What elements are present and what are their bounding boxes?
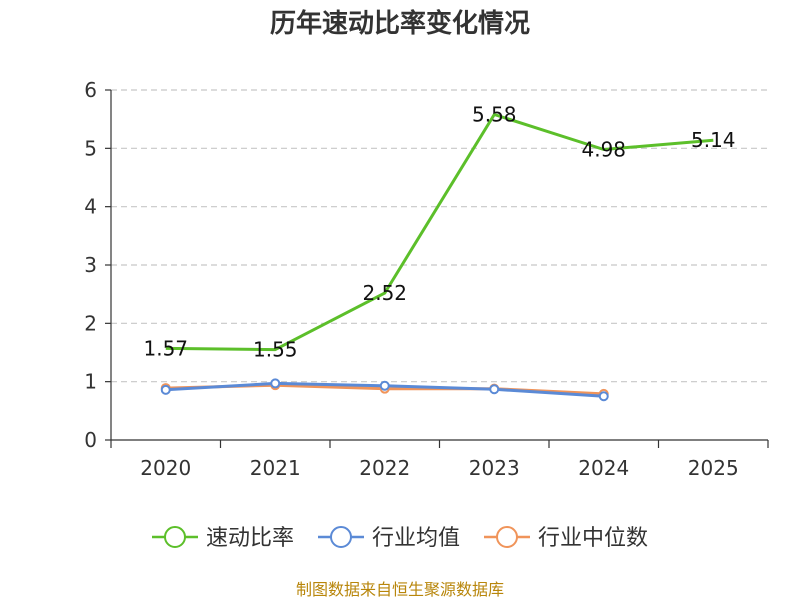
data-point [489, 384, 500, 395]
legend-marker-icon [330, 526, 352, 548]
legend-label: 行业中位数 [538, 526, 648, 551]
legend-item[interactable]: 行业中位数 [484, 526, 648, 551]
legend-label: 速动比率 [206, 526, 294, 551]
x-tick-label: 2021 [250, 456, 301, 480]
axes: 0 1 2 3 4 5 6 2020 2021 2022 2023 2024 2025 [84, 78, 769, 480]
data-label: 5.58 [472, 103, 517, 127]
legend-label: 行业均值 [372, 526, 460, 551]
legend[interactable]: 速动比率 行业均值 行业中位数 [152, 526, 648, 551]
series-layer [160, 113, 714, 402]
data-point [379, 380, 390, 391]
x-tick-label: 2022 [359, 456, 410, 480]
data-point [160, 384, 171, 395]
x-tick-label: 2024 [578, 456, 629, 480]
y-tick-label: 3 [84, 253, 97, 277]
y-tick-label: 1 [84, 370, 97, 394]
data-label: 4.98 [581, 138, 626, 162]
data-point [270, 378, 281, 389]
data-label: 5.14 [691, 128, 736, 152]
source-note: 制图数据来自恒生聚源数据库 [296, 580, 504, 599]
legend-item[interactable]: 行业均值 [318, 526, 460, 551]
x-tick-label: 2020 [140, 456, 191, 480]
data-labels: 1.57 1.55 2.52 5.58 4.98 5.14 [143, 103, 735, 362]
y-tick-label: 4 [84, 195, 97, 219]
data-label: 1.57 [143, 336, 188, 360]
y-tick-label: 5 [84, 136, 97, 160]
data-label: 2.52 [362, 281, 407, 305]
chart-title: 历年速动比率变化情况 [270, 8, 530, 39]
y-tick-label: 0 [84, 428, 97, 452]
series-line-1 [165, 113, 714, 352]
grid-lines [111, 89, 768, 383]
data-point [598, 391, 609, 402]
data-label: 1.55 [253, 338, 298, 362]
legend-marker-icon [496, 526, 518, 548]
x-tick-label: 2025 [688, 456, 739, 480]
y-tick-label: 6 [84, 78, 97, 102]
y-tick-label: 2 [84, 311, 97, 335]
x-tick-label: 2023 [469, 456, 520, 480]
legend-marker-icon [164, 526, 186, 548]
legend-item[interactable]: 速动比率 [152, 526, 294, 551]
